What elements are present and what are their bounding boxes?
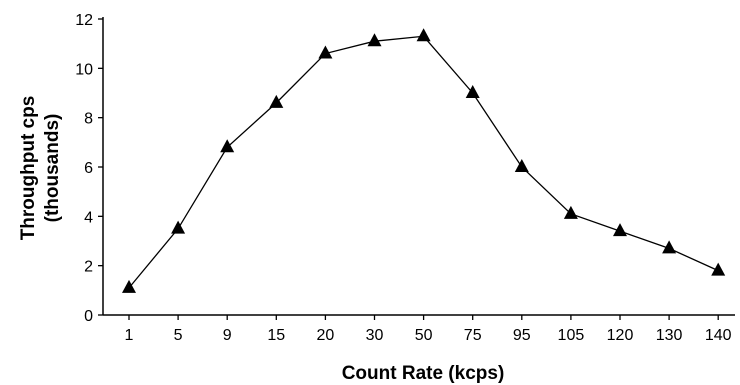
x-tick-label: 1: [125, 327, 134, 344]
x-tick-label: 15: [267, 327, 285, 344]
data-point-marker: [367, 33, 382, 47]
y-axis-title-line2: (thousands): [42, 114, 63, 223]
x-tick-label: 140: [705, 327, 732, 344]
x-tick-label: 75: [464, 327, 482, 344]
x-tick-label: 9: [223, 327, 232, 344]
data-point-marker: [711, 262, 726, 276]
data-point-marker: [318, 45, 333, 59]
data-point-marker: [122, 279, 136, 293]
data-point-marker: [662, 240, 677, 254]
x-axis-ticks: 1 5 9 15 20 30 50 75 95 105 120 130 140: [125, 315, 732, 344]
y-tick-label: 0: [84, 308, 93, 325]
y-axis-title-line1: Throughput cps: [18, 96, 39, 241]
y-tick-label: 6: [84, 160, 93, 177]
y-tick-label: 4: [84, 209, 93, 226]
x-tick-label: 130: [656, 327, 683, 344]
x-tick-label: 5: [174, 327, 183, 344]
x-tick-label: 20: [317, 327, 335, 344]
x-tick-label: 95: [513, 327, 531, 344]
x-tick-label: 30: [366, 327, 384, 344]
y-axis-ticks: 0 2 4 6 8 10 12: [75, 12, 103, 325]
data-point-marker: [613, 223, 627, 237]
data-point-marker: [563, 205, 578, 219]
y-tick-label: 2: [84, 259, 93, 276]
series-line: [128, 35, 719, 289]
y-tick-label: 10: [75, 61, 93, 78]
x-tick-label: 105: [558, 327, 585, 344]
y-tick-label: 12: [75, 12, 93, 29]
series-markers: [122, 28, 726, 293]
data-point-marker: [465, 85, 480, 98]
data-point-marker: [269, 94, 284, 108]
x-tick-label: 120: [607, 327, 634, 344]
x-axis-title: Count Rate (kcps): [342, 363, 505, 384]
y-tick-label: 8: [84, 111, 93, 128]
x-tick-label: 50: [415, 327, 433, 344]
data-point-marker: [514, 159, 529, 172]
data-point-marker: [416, 28, 431, 42]
data-point-marker: [220, 139, 235, 153]
data-point-marker: [171, 220, 186, 234]
